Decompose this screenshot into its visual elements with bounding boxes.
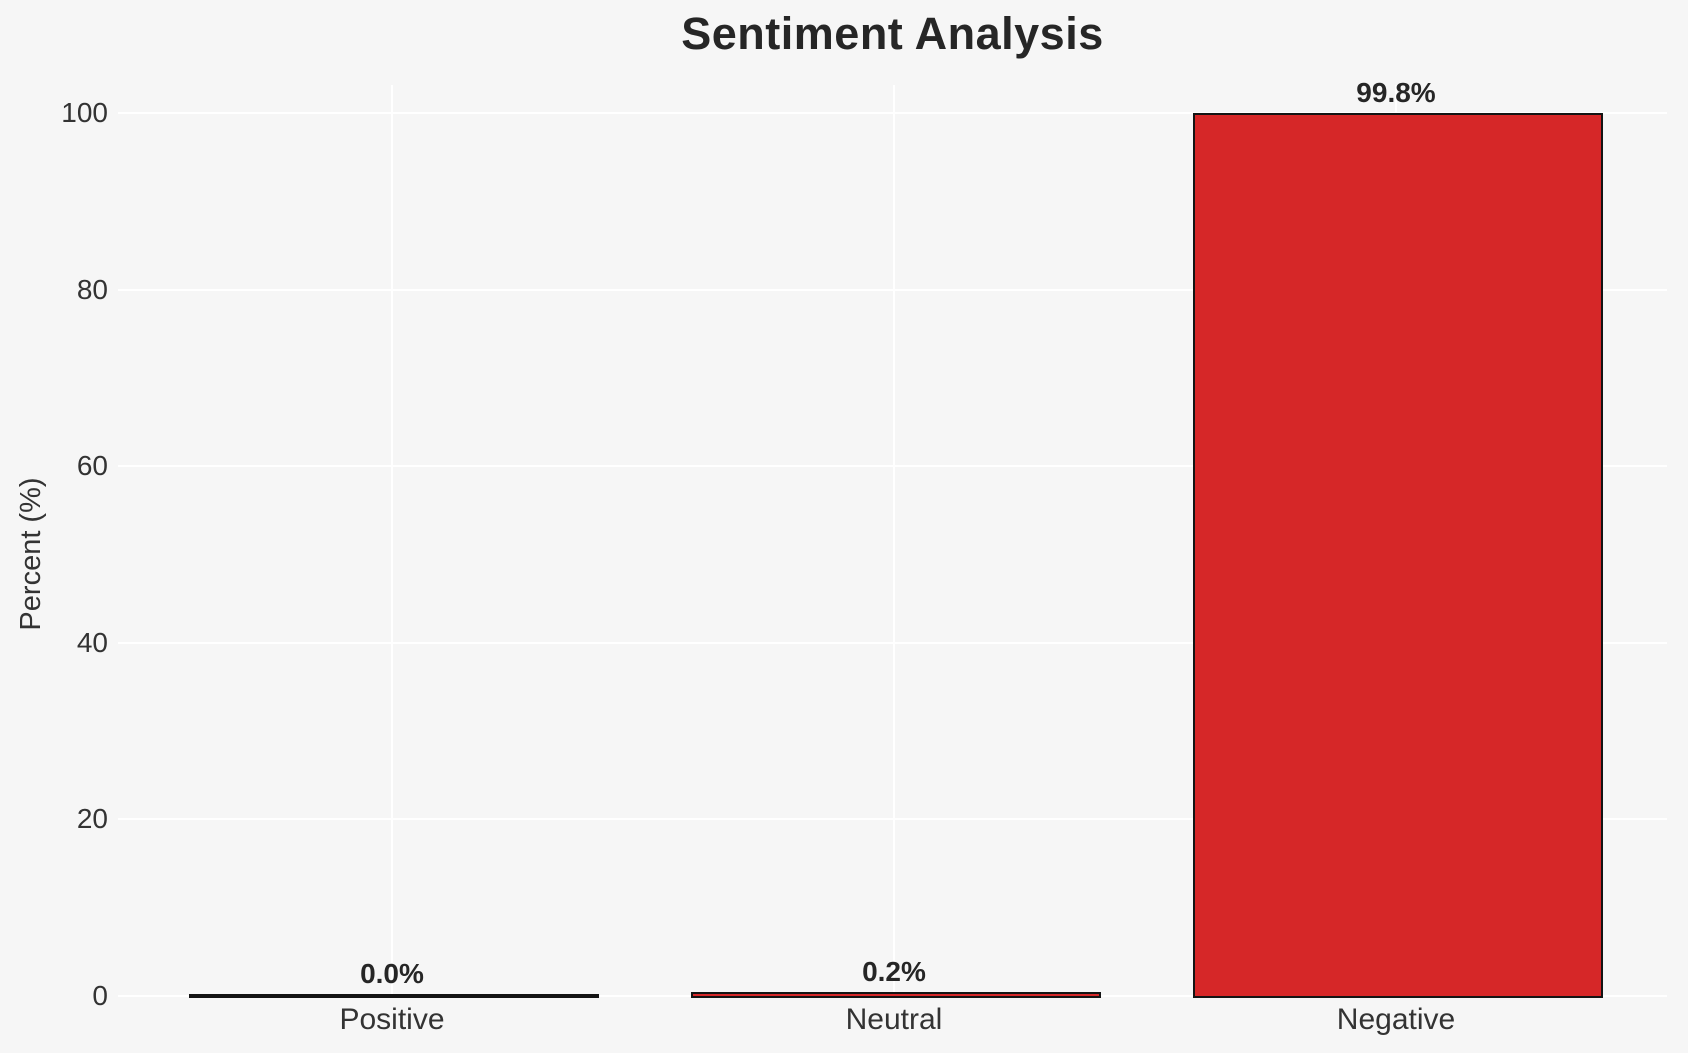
y-tick-label-60: 60 (76, 450, 108, 482)
bar-value-label-positive: 0.0% (360, 958, 424, 989)
horizontal-gridline-40 (118, 641, 1667, 644)
bar-positive (189, 994, 599, 998)
bar-value-label-neutral: 0.2% (862, 956, 926, 987)
horizontal-gridline-20 (118, 818, 1667, 821)
y-tick-label-20: 20 (76, 803, 108, 835)
horizontal-gridline-80 (118, 288, 1667, 291)
x-tick-label-negative: Negative (1336, 1003, 1456, 1036)
bar-negative (1193, 113, 1603, 998)
vertical-gridline-neutral (893, 85, 895, 996)
y-tick-label-80: 80 (76, 273, 108, 305)
horizontal-gridline-60 (118, 465, 1667, 468)
x-tick-label-neutral: Neutral (845, 1003, 943, 1036)
y-tick-label-0: 0 (92, 980, 108, 1011)
bar-value-label-negative: 99.8% (1356, 77, 1436, 108)
chart-title: Sentiment Analysis (681, 8, 1104, 59)
x-tick-label-positive: Positive (339, 1003, 445, 1036)
horizontal-gridline-100 (118, 112, 1667, 114)
bar-neutral (691, 992, 1101, 998)
y-tick-label-40: 40 (76, 626, 108, 658)
y-tick-label-100: 100 (61, 97, 108, 128)
vertical-gridline-positive (391, 85, 393, 996)
